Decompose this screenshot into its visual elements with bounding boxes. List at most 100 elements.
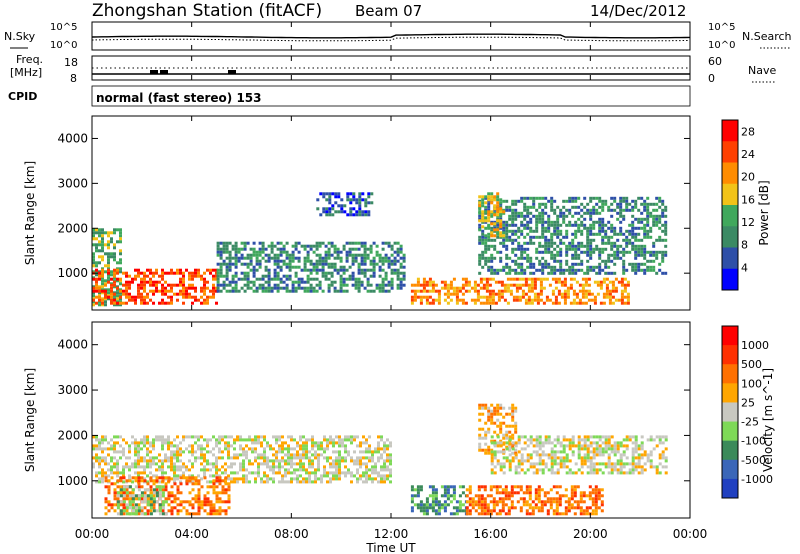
- power-cell: [532, 214, 536, 218]
- power-cell: [237, 289, 241, 293]
- power-cell: [258, 253, 262, 257]
- velocity-cell: [191, 447, 194, 451]
- velocity-cell: [368, 456, 371, 460]
- velocity-cell: [389, 480, 392, 484]
- power-cell: [461, 298, 465, 302]
- velocity-cell: [134, 494, 138, 498]
- power-cell: [270, 241, 274, 245]
- velocity-cell: [128, 450, 131, 454]
- velocity-cell: [595, 471, 599, 475]
- velocity-cell: [535, 471, 539, 475]
- velocity-cell: [583, 447, 587, 451]
- power-cell: [369, 250, 373, 254]
- velocity-cell: [329, 441, 332, 445]
- power-cell: [282, 274, 286, 278]
- power-cell: [128, 274, 131, 278]
- power-cell: [599, 301, 603, 305]
- velocity-cell: [155, 438, 158, 442]
- power-cell: [533, 283, 537, 287]
- power-cell: [318, 268, 322, 272]
- power-cell: [328, 201, 332, 205]
- power-cell: [107, 261, 110, 265]
- power-cell: [578, 301, 582, 305]
- power-cell: [134, 295, 137, 299]
- nave-label: Nave: [748, 64, 776, 77]
- velocity-cell: [514, 424, 518, 428]
- velocity-cell: [137, 450, 140, 454]
- power-cell: [339, 280, 343, 284]
- velocity-cell: [504, 503, 508, 507]
- velocity-cell: [490, 418, 494, 422]
- velocity-cell: [164, 456, 167, 460]
- velocity-cell: [535, 441, 539, 445]
- power-cell: [188, 274, 191, 278]
- colorbar-tick-label: 25: [741, 396, 755, 409]
- power-cell: [529, 211, 533, 215]
- velocity-cell: [368, 435, 371, 439]
- velocity-cell: [257, 468, 260, 472]
- power-cell: [288, 253, 292, 257]
- velocity-cell: [224, 500, 228, 504]
- power-cell: [351, 283, 355, 287]
- velocity-cell: [167, 509, 171, 513]
- power-cell: [616, 250, 620, 254]
- velocity-cell: [338, 435, 341, 439]
- velocity-cell: [332, 438, 335, 442]
- power-cell: [580, 202, 584, 206]
- velocity-cell: [455, 512, 459, 516]
- power-cell: [358, 195, 362, 199]
- power-cell: [493, 213, 497, 217]
- power-cell: [98, 231, 101, 235]
- power-cell: [349, 207, 353, 211]
- power-cell: [381, 268, 385, 272]
- power-cell: [258, 277, 262, 281]
- power-cell: [658, 220, 662, 224]
- velocity-cell: [128, 477, 131, 481]
- velocity-cell: [122, 447, 125, 451]
- velocity-cell: [553, 462, 557, 466]
- velocity-cell: [107, 509, 111, 513]
- velocity-cell: [478, 433, 482, 437]
- velocity-cell: [616, 450, 620, 454]
- power-cell: [255, 250, 259, 254]
- velocity-cell: [537, 509, 541, 513]
- power-cell: [505, 256, 509, 260]
- power-cell: [485, 289, 489, 293]
- velocity-cell: [209, 438, 212, 442]
- y-tick-label: 1000: [57, 474, 88, 488]
- power-cell: [92, 243, 95, 247]
- velocity-cell: [478, 442, 482, 446]
- power-cell: [309, 244, 313, 248]
- velocity-cell: [625, 462, 629, 466]
- velocity-colorbar-label-text: Velocity [m s^-1]: [761, 368, 775, 472]
- velocity-cell: [425, 509, 429, 513]
- power-colorbar-label: Power [dB]: [757, 180, 771, 245]
- velocity-cell: [362, 456, 365, 460]
- velocity-cell: [619, 468, 623, 472]
- velocity-cell: [308, 465, 311, 469]
- power-cell: [437, 298, 441, 302]
- power-cell: [431, 280, 435, 284]
- power-cell: [252, 268, 256, 272]
- velocity-cell: [122, 512, 126, 516]
- velocity-cell: [513, 491, 517, 495]
- power-cell: [203, 301, 206, 305]
- power-cell: [285, 265, 289, 269]
- velocity-cell: [634, 441, 638, 445]
- power-cell: [655, 214, 659, 218]
- velocity-cell: [514, 441, 518, 445]
- power-cell: [222, 241, 226, 245]
- power-cell: [315, 271, 319, 275]
- velocity-cell: [640, 444, 644, 448]
- velocity-cell: [269, 465, 272, 469]
- velocity-cell: [206, 485, 210, 489]
- power-cell: [333, 250, 337, 254]
- power-cell: [206, 295, 209, 299]
- power-cell: [610, 253, 614, 257]
- power-cell: [312, 268, 316, 272]
- power-cell: [577, 268, 581, 272]
- power-cell: [550, 235, 554, 239]
- power-cell: [524, 280, 528, 284]
- power-cell: [604, 202, 608, 206]
- velocity-cell: [389, 474, 392, 478]
